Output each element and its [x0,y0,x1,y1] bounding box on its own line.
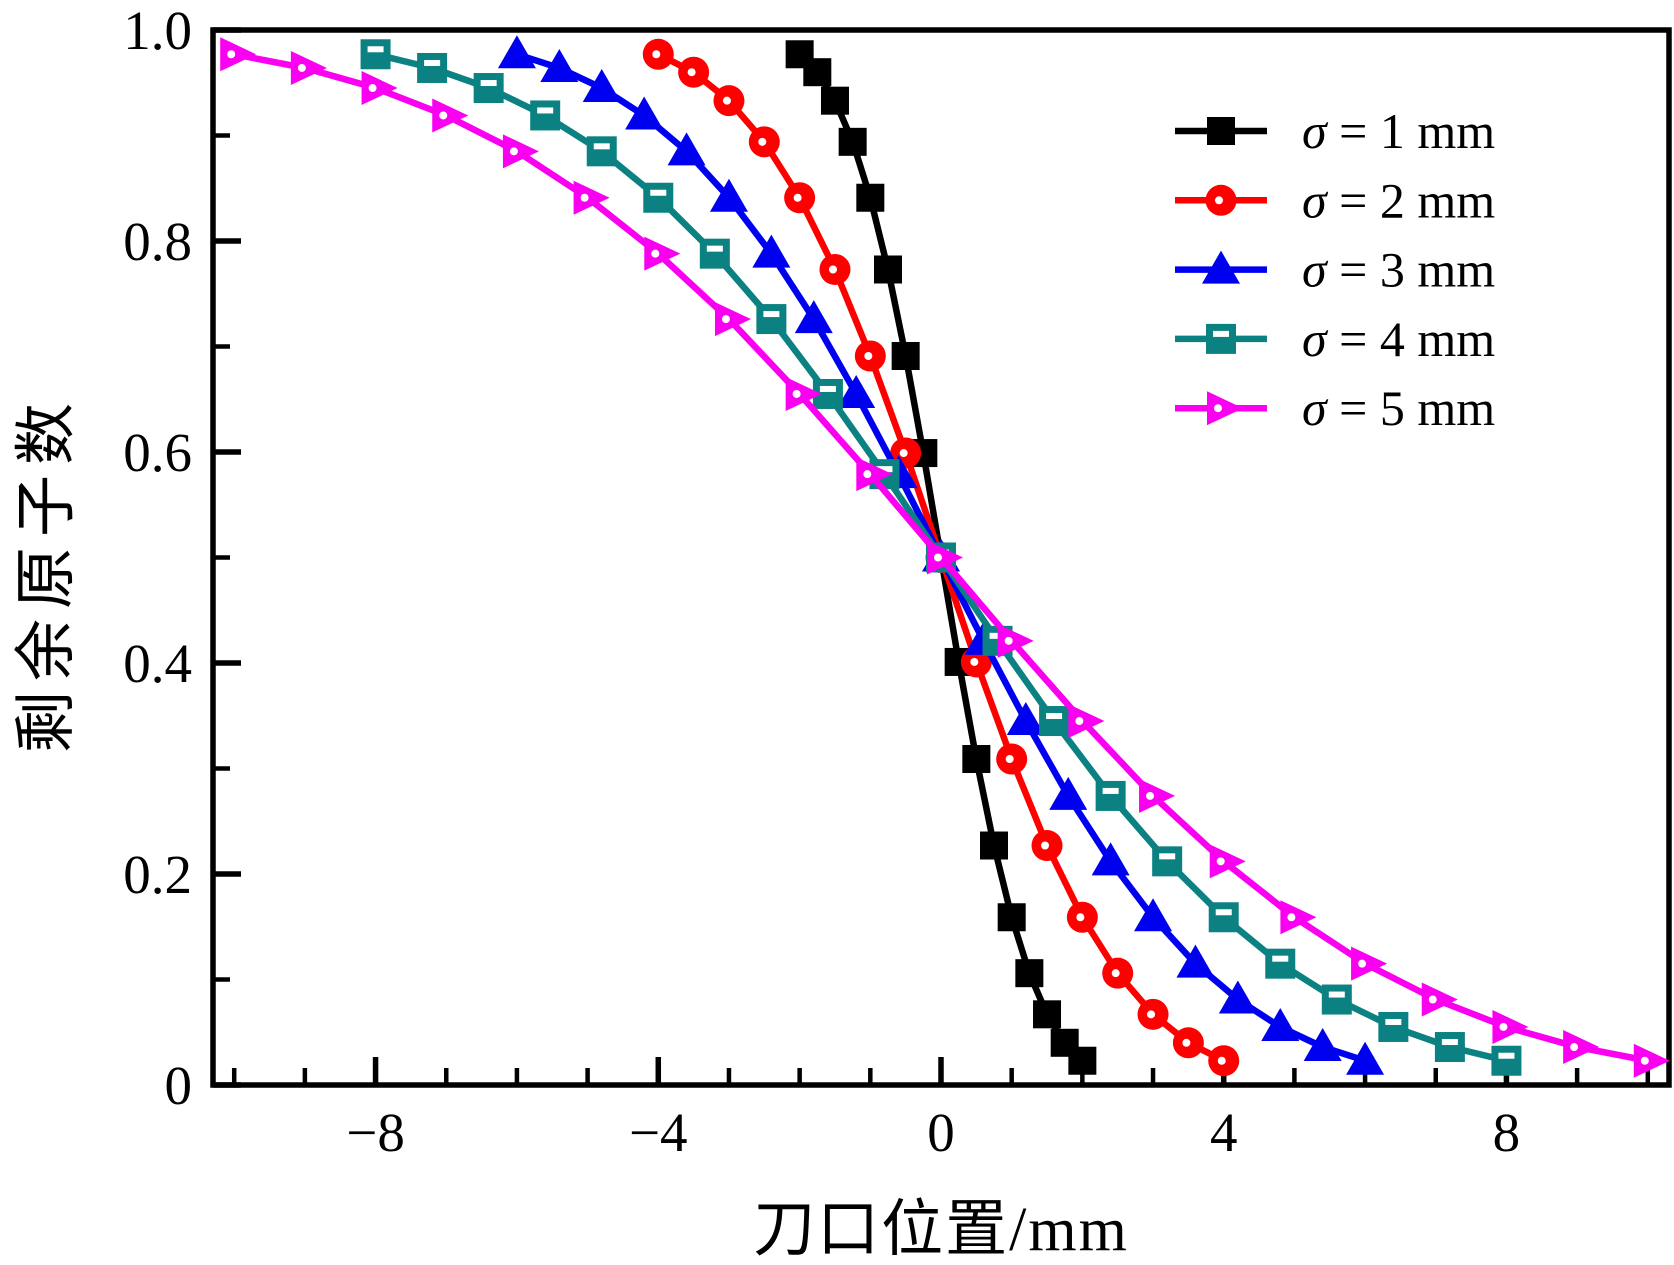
x-axis-title: 刀口位置/mm [753,1196,1129,1264]
series-markers [642,38,1240,1077]
series-sigma-5 [220,37,1670,1078]
y-axis-ticks [213,27,241,1088]
legend-label: σ = 3 mm [1302,242,1495,298]
legend-marker-sample [1207,391,1243,426]
legend-marker-sample [1206,323,1236,354]
y-tick-labels: 0 0.2 0.4 0.6 0.8 1.0 [123,0,192,1116]
x-tick-label: −4 [629,1102,688,1163]
y-tick-label: 0.2 [123,844,192,905]
legend-item-sigma-3: σ = 3 mm [1175,242,1495,298]
y-tick-label: 0.4 [123,633,192,694]
legend-label: σ = 1 mm [1302,103,1495,159]
y-tick-label: 0.6 [123,422,192,483]
x-tick-label: 8 [1493,1102,1521,1163]
legend-item-sigma-5: σ = 5 mm [1175,380,1495,436]
series-markers [220,37,1670,1078]
legend-item-sigma-1: σ = 1 mm [1175,103,1495,159]
legend-marker-sample [1202,250,1240,284]
x-tick-label: 0 [927,1102,955,1163]
x-tick-labels: −8 −4 0 4 8 [346,1102,1520,1163]
x-tick-label: −8 [346,1102,405,1163]
legend-marker-sample [1207,117,1235,145]
y-tick-label: 0 [165,1055,193,1116]
legend-marker-sample [1205,184,1237,216]
x-tick-label: 4 [1210,1102,1238,1163]
legend-label: σ = 2 mm [1302,172,1495,228]
legend: σ = 1 mm σ = 2 mm σ = 3 mm σ = 4 mm σ = 5 mm [1175,103,1495,436]
legend-label: σ = 4 mm [1302,311,1495,367]
y-tick-label: 0.8 [123,211,192,272]
y-axis-title: 剩余原子数 [13,392,81,754]
y-tick-label: 1.0 [123,0,192,61]
legend-item-sigma-2: σ = 2 mm [1175,172,1495,228]
legend-item-sigma-4: σ = 4 mm [1175,311,1495,367]
legend-label: σ = 5 mm [1302,380,1495,436]
